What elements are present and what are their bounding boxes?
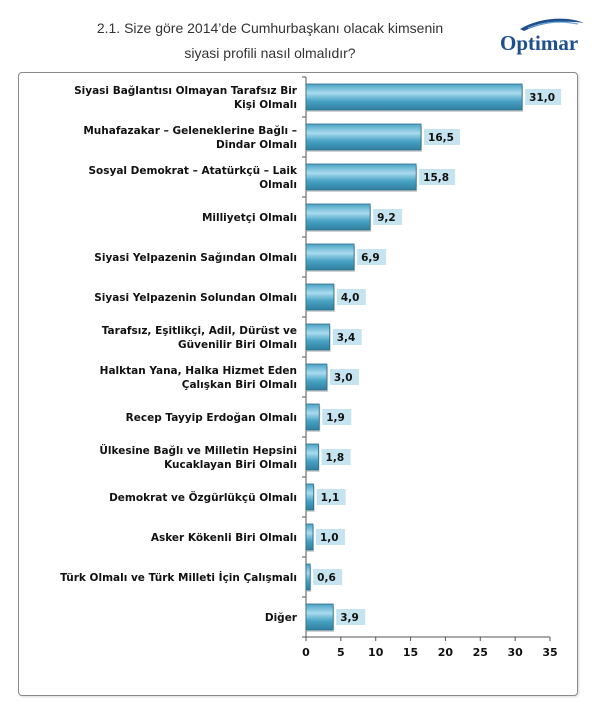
bar [305,403,320,431]
chart-title-line-1: 2.1. Size göre 2014’de Cumhurbaşkanı ola… [96,20,444,36]
category-label: Milliyetçi Olmalı [202,212,297,224]
logo-swoosh-accent [527,21,579,29]
bar-chart: 31,0 Siyasi Bağlantısı Olmayan Tarafsız B… [60,76,562,659]
category-label: Türk Olmalı ve Türk Milleti İçin Çalışma… [60,570,297,584]
category-label: Siyasi Yelpazenin Solundan Olmalı [94,292,297,304]
category-label: Siyasi Bağlantısı Olmayan Tarafsız Bir Ki… [74,85,298,111]
category-label: Muhafazakar – Geleneklerine Bağlı – Dinda… [83,125,297,151]
value-label: 15,8 [423,172,449,184]
x-tick-label: 0 [302,646,310,659]
value-label-bg [336,609,366,625]
category-label: Diğer [265,612,298,624]
x-tick-label: 10 [368,646,384,659]
value-label: 3,9 [340,612,359,624]
category-label: Demokrat ve Özgürlükçü Olmalı [109,490,297,504]
bar [305,323,331,351]
bar [305,203,371,231]
x-tick-label: 30 [507,646,523,659]
bar [305,83,523,111]
logo-swoosh [520,18,584,31]
category-label: Tarafsız, Eşitlikçi, Adil, Dürüst ve Güve… [102,325,297,351]
logo-text: Optimar [500,31,578,55]
value-label: 1,8 [326,452,345,464]
value-label-bg [525,89,562,105]
x-tick-label: 20 [438,646,454,659]
value-label: 16,5 [428,132,454,144]
value-label: 31,0 [529,92,555,104]
x-tick-label: 25 [473,646,488,659]
value-label-bg [336,289,366,305]
value-label-bg [321,449,351,465]
value-label: 1,1 [321,492,340,504]
value-label: 1,9 [326,412,345,424]
value-label: 3,0 [334,372,353,384]
bar [305,443,319,471]
value-label: 6,9 [361,252,380,264]
bar [305,603,334,631]
x-tick-label: 5 [337,646,345,659]
bar [305,123,422,151]
bar [305,163,417,191]
value-label: 4,0 [341,292,360,304]
category-label: Asker Kökenli Biri Olmalı [151,532,297,544]
value-label-bg [373,209,403,225]
category-label: Ülkesine Bağlı ve Milletin Hepsini Kucakl… [99,443,297,471]
chart-frame: 31,0 Siyasi Bağlantısı Olmayan Tarafsız B… [18,72,578,696]
bar [305,243,355,271]
bar [305,363,328,391]
bar [305,483,315,511]
value-label: 0,6 [317,572,336,584]
value-label-bg [424,129,461,145]
bar [305,283,335,311]
value-label-bg [316,489,346,505]
bar [305,523,314,551]
category-label: Recep Tayyip Erdoğan Olmalı [126,412,297,424]
x-tick-label: 15 [403,646,418,659]
value-label-bg [313,569,343,585]
optimar-logo: Optimar [500,18,584,55]
value-label-bg [329,369,359,385]
chart-title-line-2: siyasi profili nasıl olmalıdır? [184,45,356,61]
value-label: 1,0 [320,532,339,544]
value-label-bg [332,329,362,345]
value-label-bg [419,169,456,185]
value-label: 3,4 [337,332,356,344]
category-label: Sosyal Demokrat – Atatürkçü – Laik Olmalı [88,165,298,191]
x-tick-label: 35 [542,646,557,659]
value-label: 9,2 [377,212,396,224]
bar [305,563,311,591]
value-label-bg [357,249,387,265]
category-label: Siyasi Yelpazenin Sağından Olmalı [94,252,297,264]
category-label: Halktan Yana, Halka Hizmet Eden Çalışkan … [100,365,297,391]
value-label-bg [315,529,345,545]
value-label-bg [322,409,352,425]
